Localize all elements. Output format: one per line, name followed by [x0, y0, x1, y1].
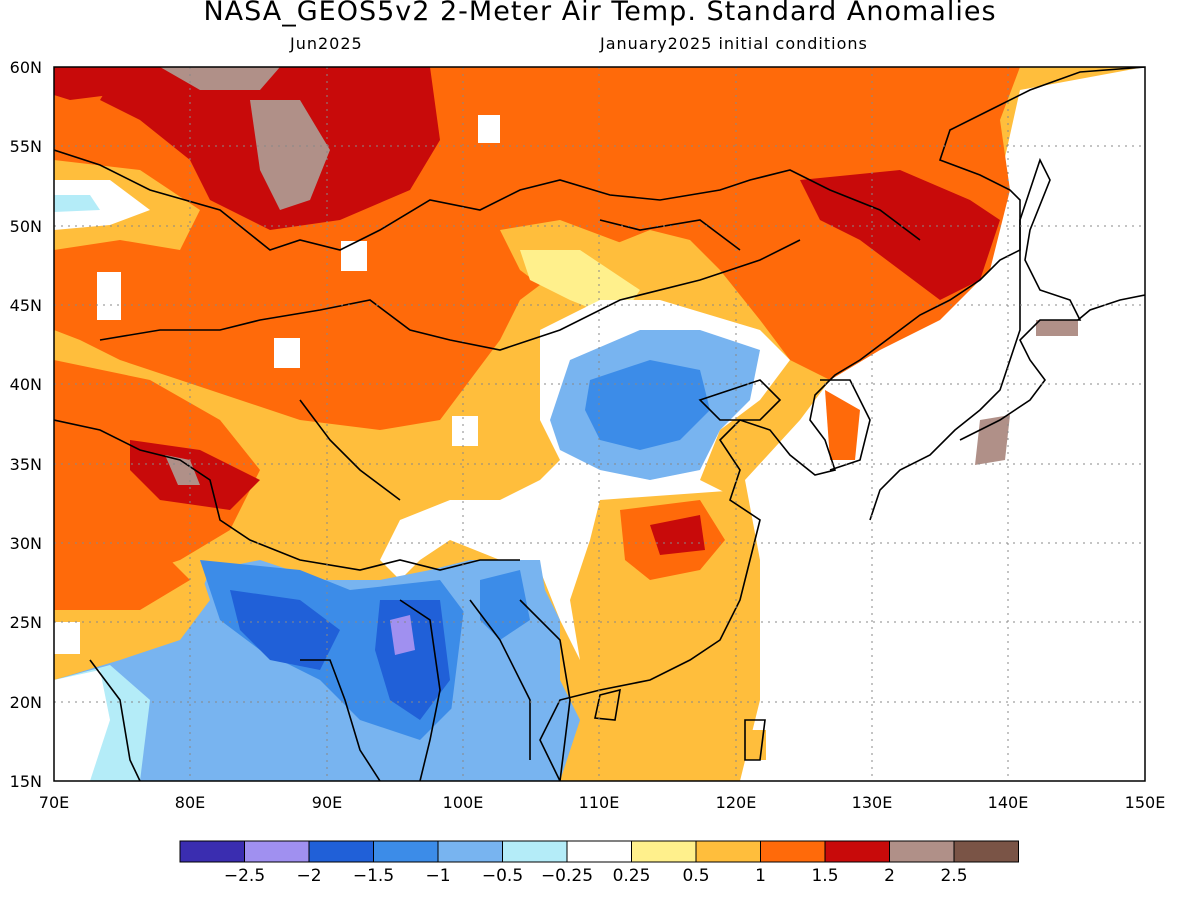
legend-swatch	[502, 840, 568, 863]
legend-label: 2	[884, 866, 895, 886]
initial-conditions: January2025 initial conditions	[600, 34, 868, 53]
lat-label: 25N	[10, 613, 42, 632]
lon-label: 70E	[39, 793, 69, 812]
legend-label: −1.5	[353, 866, 394, 886]
legend-label: −1	[425, 866, 450, 886]
latitude-labels: 60N 55N 50N 45N 40N 35N 30N 25N 20N 15N	[10, 58, 42, 791]
legend-label: −0.5	[482, 866, 523, 886]
lat-label: 55N	[10, 137, 42, 156]
lon-label: 100E	[443, 793, 484, 812]
lat-label: 35N	[10, 455, 42, 474]
legend-swatch	[179, 840, 245, 863]
lat-label: 30N	[10, 534, 42, 553]
legend-swatch	[244, 840, 310, 863]
legend-label: 0.25	[613, 866, 651, 886]
legend-swatch	[631, 840, 697, 863]
lon-label: 90E	[312, 793, 342, 812]
lon-label: 110E	[579, 793, 620, 812]
legend-label: 2.5	[940, 866, 967, 886]
lat-label: 40N	[10, 375, 42, 394]
anomaly-field	[54, 67, 1145, 781]
legend-swatch	[760, 840, 826, 863]
legend-label: −2	[296, 866, 321, 886]
lon-label: 150E	[1125, 793, 1166, 812]
legend-swatch	[566, 840, 632, 863]
forecast-month: Jun2025	[290, 34, 363, 53]
lat-label: 60N	[10, 58, 42, 77]
legend-label: 0.5	[682, 866, 709, 886]
legend-swatch	[824, 840, 890, 863]
map-frame	[53, 66, 1146, 782]
coastlines	[54, 67, 1145, 781]
legend-swatch	[373, 840, 439, 863]
legend-boxes	[179, 840, 1019, 863]
lat-label: 45N	[10, 296, 42, 315]
legend-swatch	[953, 840, 1019, 863]
legend-label: −2.5	[224, 866, 265, 886]
lat-label: 20N	[10, 693, 42, 712]
legend-label: −0.25	[541, 866, 593, 886]
lon-label: 120E	[716, 793, 757, 812]
legend-swatch	[437, 840, 503, 863]
lon-label: 140E	[988, 793, 1029, 812]
lon-label: 80E	[175, 793, 205, 812]
longitude-labels: 70E 80E 90E 100E 110E 120E 130E 140E 150…	[39, 793, 1166, 812]
lat-label: 50N	[10, 217, 42, 236]
lat-label: 15N	[10, 772, 42, 791]
legend-swatch	[308, 840, 374, 863]
legend-label: 1.5	[811, 866, 838, 886]
gridlines	[54, 67, 1145, 781]
legend-label: 1	[755, 866, 766, 886]
legend-swatch	[695, 840, 761, 863]
anomaly-map: 60N 55N 50N 45N 40N 35N 30N 25N 20N 15N …	[10, 58, 1166, 812]
legend-swatch	[889, 840, 955, 863]
lon-label: 130E	[852, 793, 893, 812]
legend-labels: −2.5 −2 −1.5 −1 −0.5 −0.25 0.25 0.5 1 1.5 2 2.5	[224, 866, 968, 886]
map-title: NASA_GEOS5v2 2-Meter Air Temp. Standard …	[203, 0, 997, 27]
